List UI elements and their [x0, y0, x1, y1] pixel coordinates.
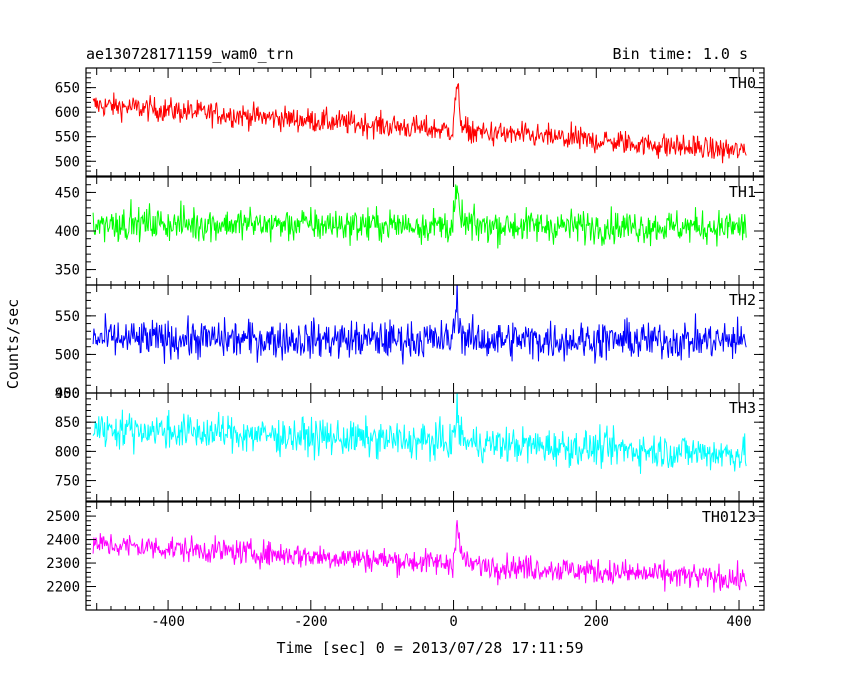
- panel-name-label: TH0123: [702, 508, 756, 526]
- panel-th0: 500 550 600 650 TH0: [55, 67, 765, 177]
- panels-group: 500 550 600 650 TH0 350 400 450 TH1 450 500 550 TH2 7…: [46, 67, 765, 611]
- y-tick-label: 850: [55, 415, 80, 431]
- x-axis-label: Time [sec] 0 = 2013/07/28 17:11:59: [276, 639, 583, 657]
- panel-frame: [85, 284, 765, 394]
- y-tick-label: 900: [55, 386, 80, 402]
- x-axis: -400 -200 0 200 400: [151, 614, 751, 630]
- y-tick-label: 450: [55, 185, 80, 201]
- y-tick-label: 750: [55, 474, 80, 490]
- x-tick-label: 400: [726, 614, 751, 630]
- bin-time-label: Bin time: 1.0 s: [613, 45, 748, 63]
- y-tick-label: 350: [55, 263, 80, 279]
- y-tick-label: 2200: [46, 580, 80, 596]
- x-tick-label: -200: [294, 614, 328, 630]
- series-line-th1: [92, 184, 747, 249]
- panel-name-label: TH2: [729, 291, 756, 309]
- panel-name-label: TH1: [729, 183, 756, 201]
- y-tick-label: 400: [55, 224, 80, 240]
- y-tick-label: 500: [55, 154, 80, 170]
- y-tick-label: 650: [55, 81, 80, 97]
- x-tick-label: 0: [449, 614, 457, 630]
- panel-th0123: 2200 2300 2400 2500 TH0123: [46, 501, 765, 611]
- series-line-th3: [92, 393, 747, 474]
- panel-th1: 350 400 450 TH1: [55, 176, 765, 286]
- series-line-th0: [92, 83, 747, 164]
- panel-th3: 750 800 850 900 TH3: [55, 386, 765, 502]
- y-tick-label: 550: [55, 130, 80, 146]
- y-tick-label: 450: [55, 386, 80, 402]
- panel-frame: [85, 67, 765, 177]
- y-tick-label: 2400: [46, 533, 80, 549]
- y-tick-label: 2500: [46, 509, 80, 525]
- y-axis-label: Counts/sec: [4, 299, 22, 389]
- y-tick-label: 600: [55, 105, 80, 121]
- y-tick-label: 500: [55, 347, 80, 363]
- panel-frame: [85, 392, 765, 502]
- panel-th2: 450 500 550 TH2: [55, 284, 765, 402]
- x-tick-label: -400: [151, 614, 185, 630]
- panel-name-label: TH0: [729, 74, 756, 92]
- chart-title: ae130728171159_wam0_trn: [86, 45, 294, 63]
- y-tick-label: 800: [55, 444, 80, 460]
- panel-name-label: TH3: [729, 399, 756, 417]
- series-line-th0123: [92, 520, 747, 593]
- y-tick-label: 550: [55, 309, 80, 325]
- y-tick-label: 2300: [46, 556, 80, 572]
- x-tick-label: 200: [584, 614, 609, 630]
- series-line-th2: [92, 285, 747, 365]
